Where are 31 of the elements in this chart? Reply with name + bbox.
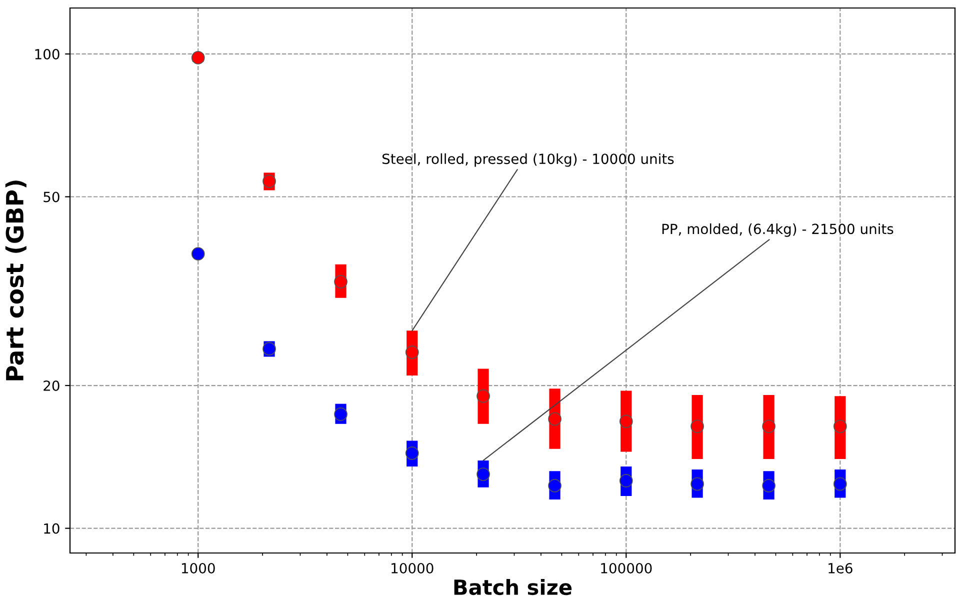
point (334, 275, 348, 288)
point (833, 477, 847, 491)
point (690, 477, 704, 491)
point (690, 420, 704, 434)
point (548, 478, 562, 492)
x-tick-label: 10000 (392, 562, 434, 574)
y-tick-label: 20 (44, 380, 60, 391)
point (191, 247, 205, 260)
x-tick-label: 100000 (601, 562, 652, 574)
point (762, 420, 776, 434)
annotation: Steel, rolled, pressed (10kg) - 10000 units (382, 153, 674, 167)
point (476, 389, 490, 403)
point (476, 468, 490, 481)
point (619, 474, 633, 488)
x-axis-title: Batch size (454, 578, 572, 596)
y-axis-title: Part cost (GBP) (5, 180, 26, 380)
y-tick-label: 10 (44, 523, 60, 534)
point (405, 446, 419, 460)
annotation: PP, molded, (6.4kg) - 21500 units (662, 223, 894, 237)
point (191, 51, 205, 64)
y-tick-label: 50 (44, 192, 60, 202)
point (405, 346, 419, 359)
y-tick-label: 100 (35, 48, 60, 60)
point (762, 478, 776, 492)
x-tick-label: 1000 (182, 562, 215, 574)
point (619, 414, 633, 428)
point (833, 420, 847, 434)
point (548, 412, 562, 426)
point (334, 408, 348, 421)
point (262, 174, 276, 188)
x-tick-label: 1e6 (828, 562, 852, 574)
